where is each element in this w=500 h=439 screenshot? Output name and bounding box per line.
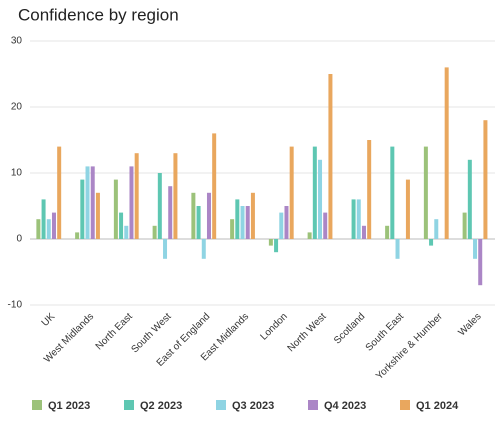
bar — [168, 186, 173, 239]
legend-swatch — [32, 400, 42, 410]
bar — [173, 153, 178, 239]
x-tick-label: Scotland — [332, 311, 367, 346]
bar — [245, 206, 250, 239]
bar — [163, 239, 168, 259]
legend legend-label: Q1 2024 — [416, 400, 459, 412]
bar — [41, 199, 46, 239]
legend-swatch — [124, 400, 134, 410]
bar — [351, 199, 356, 239]
y-tick-label: 20 — [11, 102, 23, 113]
x-tick-label: North East — [94, 311, 135, 352]
legend legend-label: Q4 2023 — [324, 400, 366, 412]
bar — [235, 199, 240, 239]
bar — [157, 173, 162, 239]
bar — [152, 225, 157, 239]
bar — [462, 212, 467, 239]
bar — [307, 232, 312, 239]
y-tick-label: -10 — [8, 300, 23, 311]
bar — [201, 239, 206, 259]
bar — [328, 74, 333, 239]
bar — [191, 192, 196, 239]
bar — [268, 239, 273, 246]
bar — [444, 67, 449, 240]
bar — [196, 206, 201, 239]
bar — [405, 179, 410, 239]
bar — [318, 159, 323, 239]
bar — [423, 146, 428, 239]
bar — [46, 219, 51, 239]
bar — [57, 146, 62, 239]
bar — [467, 159, 472, 239]
legend-swatch — [308, 400, 318, 410]
y-tick-label: 30 — [11, 36, 23, 47]
bar — [434, 219, 439, 239]
bar — [75, 232, 80, 239]
bar — [323, 212, 328, 239]
bar — [289, 146, 294, 239]
legend-swatch — [400, 400, 410, 410]
x-tick-label: UK — [40, 311, 58, 329]
bar — [367, 140, 372, 239]
bar — [51, 212, 56, 239]
bar — [240, 206, 245, 239]
x-tick-label: Wales — [456, 311, 483, 338]
bar — [390, 146, 395, 239]
bar — [483, 120, 488, 239]
bar — [312, 146, 317, 239]
bar — [113, 179, 118, 239]
legend legend-label: Q3 2023 — [232, 400, 274, 412]
bar — [90, 166, 95, 239]
bar — [361, 225, 366, 239]
legend legend-label: Q2 2023 — [140, 400, 182, 412]
bar — [36, 219, 41, 239]
x-tick-label: Yorkshire & Humber — [374, 311, 445, 382]
bar — [356, 199, 361, 239]
bar — [284, 206, 289, 239]
bar — [212, 133, 217, 239]
y-tick-label: 10 — [11, 168, 23, 179]
bar — [80, 179, 85, 239]
bar — [478, 239, 483, 286]
bar — [95, 192, 100, 239]
bar — [230, 219, 235, 239]
y-tick-label: 0 — [16, 234, 22, 245]
x-tick-label: North West — [286, 311, 329, 354]
bar — [429, 239, 434, 246]
bar — [250, 192, 255, 239]
bar — [124, 225, 129, 239]
chart-title: Confidence by region — [18, 5, 179, 24]
legend-swatch — [216, 400, 226, 410]
bar — [395, 239, 400, 259]
bar — [119, 212, 124, 239]
bar — [134, 153, 139, 239]
bar — [85, 166, 90, 239]
bar — [206, 192, 211, 239]
x-tick-label: London — [258, 311, 289, 342]
bar — [129, 166, 134, 239]
bar — [473, 239, 478, 259]
legend legend-label: Q1 2023 — [48, 400, 90, 412]
bar — [385, 225, 390, 239]
bar — [279, 212, 284, 239]
bar — [274, 239, 279, 253]
